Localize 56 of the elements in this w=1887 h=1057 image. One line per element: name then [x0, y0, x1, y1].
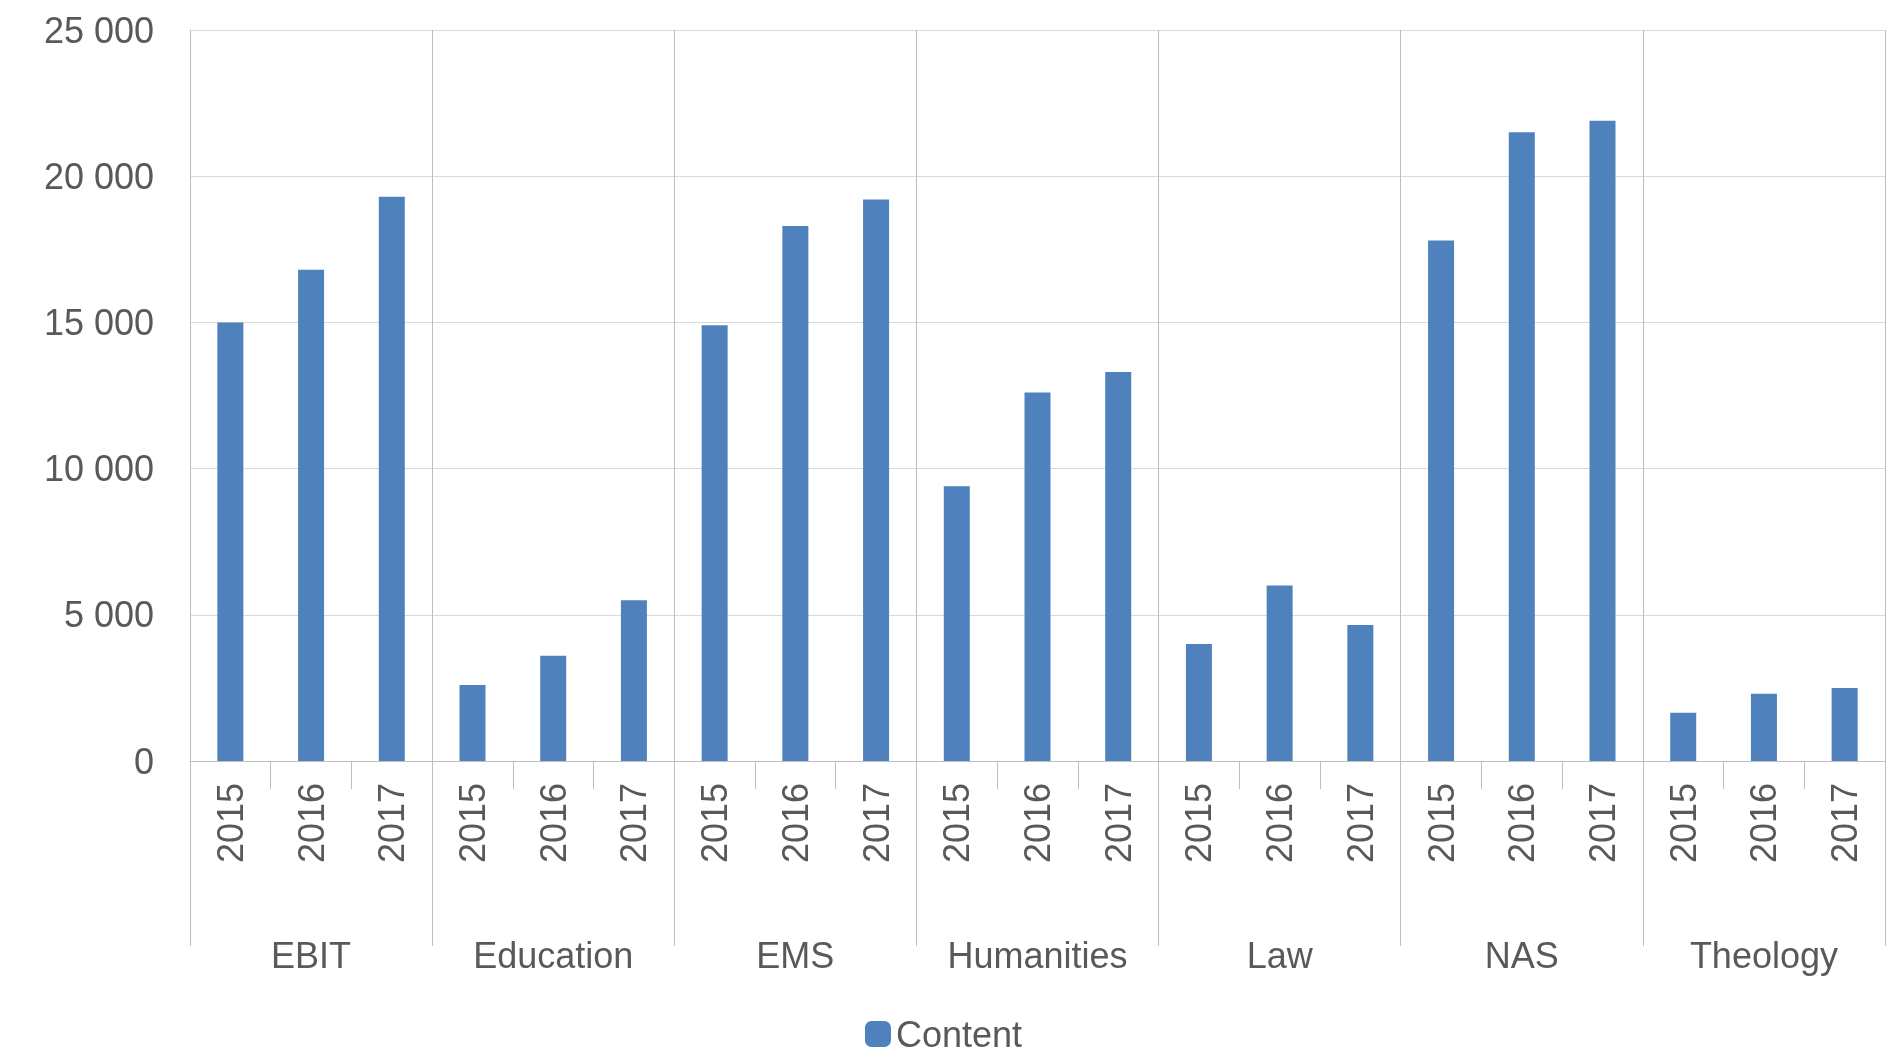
bar [378, 196, 405, 761]
x-tick-label: 2015 [452, 783, 493, 864]
bar [620, 600, 647, 761]
bar [217, 322, 244, 761]
x-tick-label: 2017 [613, 783, 655, 864]
x-tick-label: 2017 [1339, 783, 1381, 864]
x-tick-label: 2015 [1662, 783, 1704, 864]
text: Humanities [947, 934, 1128, 976]
bar [1428, 240, 1455, 761]
bar [1589, 120, 1616, 761]
x-tick-label: 2015 [694, 783, 736, 864]
x-tick-label: 2017 [371, 783, 413, 864]
x-tick-label: 2016 [1501, 783, 1543, 864]
text: Law [1246, 934, 1314, 976]
x-tick-label: 2016 [532, 783, 574, 864]
y-tick-label: 15 000 [43, 301, 154, 343]
bar [1750, 693, 1777, 761]
x-tick-label: 2015 [209, 783, 251, 864]
y-tick-label: 25 000 [43, 9, 154, 51]
bar [1266, 585, 1293, 761]
text: EMS [756, 934, 835, 976]
x-tick-label: 2016 [774, 783, 816, 864]
x-tick-label: 2015 [1178, 783, 1220, 864]
text: EBIT [271, 934, 352, 976]
bar [863, 199, 890, 761]
bar [1347, 625, 1374, 761]
x-tick-label: 2015 [936, 783, 978, 864]
x-tick-label: 2016 [1743, 783, 1785, 864]
bar [1024, 392, 1051, 761]
bar [298, 269, 325, 761]
x-tick-label: 2017 [855, 783, 897, 864]
text: Theology [1689, 934, 1838, 976]
bar [459, 684, 486, 761]
x-tick-label: 2017 [1582, 783, 1623, 864]
bar [943, 486, 970, 761]
x-tick-label: 2017 [1824, 783, 1866, 864]
x-tick-label: 2017 [1097, 783, 1139, 864]
bar [540, 655, 567, 761]
x-tick-label: 2015 [1420, 783, 1462, 864]
legend-label: Content [895, 1013, 1023, 1055]
y-tick-label: 20 000 [43, 155, 154, 197]
y-tick-label: 5 000 [63, 594, 154, 636]
bar [782, 225, 809, 761]
bar [1185, 644, 1212, 761]
x-tick-label: 2016 [290, 783, 332, 864]
x-tick-label: 2016 [1017, 783, 1058, 864]
bar [1105, 372, 1132, 761]
bar [1831, 687, 1858, 761]
y-tick-label: 10 000 [43, 448, 154, 490]
y-tick-label: 0 [133, 740, 154, 782]
bar [1670, 712, 1697, 761]
text: NAS [1484, 934, 1559, 976]
text: Education [473, 934, 634, 976]
bar [701, 325, 728, 761]
x-tick-label: 2016 [1259, 783, 1301, 864]
bar [1508, 132, 1535, 761]
